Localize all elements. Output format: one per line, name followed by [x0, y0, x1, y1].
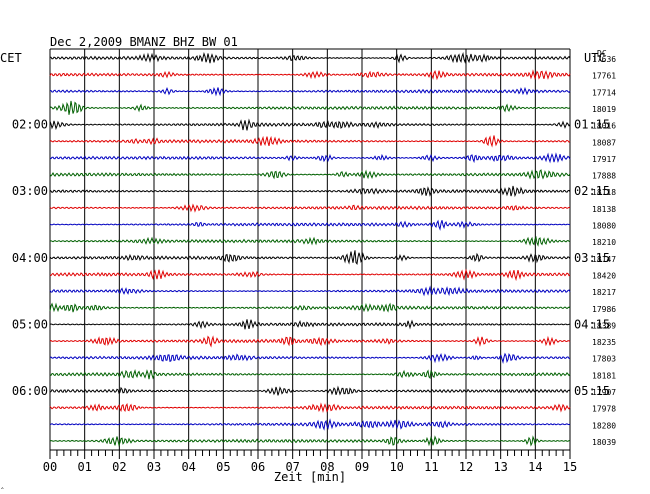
x-tick-label: 01 — [77, 460, 91, 474]
utc-hour-label: 03:15 — [574, 251, 610, 265]
cet-hour-label: 06:00 — [12, 384, 48, 398]
trace-row-7 — [49, 152, 571, 164]
offset-count-label: 18235 — [592, 338, 616, 347]
utc-hour-label: 05:15 — [574, 384, 610, 398]
trace-row-10 — [49, 203, 571, 213]
trace-row-14 — [49, 268, 571, 282]
trace-row-20 — [49, 369, 571, 380]
offset-count-label: 17803 — [592, 355, 616, 364]
trace-row-22 — [49, 402, 571, 413]
hour-label-group: 02:00 01:15 03:00 02:15 04:00 03:15 05:00 04:15… — [12, 118, 610, 398]
trace-row-9 — [49, 185, 571, 198]
offset-count-label: 17888 — [592, 172, 616, 181]
offset-count-group: 17636 17761 17714 18019 18016 18087 17917 17888… — [592, 55, 616, 447]
offset-count-label: 17986 — [592, 305, 616, 314]
offset-count-label: 18080 — [592, 222, 616, 231]
x-tick-label: 07 — [285, 460, 299, 474]
plot-grid — [49, 48, 571, 451]
x-tick-label: 02 — [112, 460, 126, 474]
offset-count-label: 17714 — [592, 88, 616, 97]
trace-row-21 — [49, 385, 571, 396]
trace-row-2 — [49, 69, 571, 81]
utc-hour-label: 02:15 — [574, 184, 610, 198]
offset-count-label: 18280 — [592, 421, 616, 430]
offset-count-label: 17636 — [592, 55, 616, 64]
trace-row-3 — [49, 86, 571, 97]
offset-count-label: 18217 — [592, 288, 616, 297]
cet-hour-label: 02:00 — [12, 118, 48, 132]
x-tick-label: 13 — [493, 460, 507, 474]
trace-row-8 — [49, 169, 571, 180]
cet-hour-label: 05:00 — [12, 317, 48, 331]
trace-row-13 — [49, 250, 571, 266]
cet-hour-label: 04:00 — [12, 251, 48, 265]
cet-zone-label: CET — [0, 51, 22, 65]
offset-count-label: 18019 — [592, 105, 616, 114]
count-unit-label: DC — [597, 49, 607, 58]
trace-row-5 — [49, 118, 571, 131]
x-tick-label: 12 — [459, 460, 473, 474]
x-tick-label: 10 — [389, 460, 403, 474]
trace-row-17 — [49, 319, 571, 330]
offset-count-label: 18138 — [592, 205, 616, 214]
utc-zone-label: UTC — [584, 51, 606, 65]
x-tick-label: 05 — [216, 460, 230, 474]
x-tick-label: 06 — [251, 460, 265, 474]
x-tick-label: 11 — [424, 460, 438, 474]
offset-count-label: 17978 — [592, 405, 616, 414]
x-tick-label: 15 — [563, 460, 577, 474]
x-tick-label: 03 — [147, 460, 161, 474]
offset-count-label: 18118 — [592, 188, 616, 197]
offset-count-label: 18210 — [592, 238, 616, 247]
trace-row-19 — [49, 352, 570, 364]
trace-group — [49, 51, 571, 447]
offset-count-label: 18389 — [592, 321, 616, 330]
trace-row-23 — [49, 418, 571, 431]
utc-hour-label: 01:15 — [574, 118, 610, 132]
x-tick-label: 00 — [43, 460, 57, 474]
trace-row-1 — [49, 51, 571, 64]
corner-mark: ‸ — [1, 480, 4, 489]
trace-row-18 — [49, 335, 571, 348]
trace-row-11 — [49, 219, 571, 231]
x-axis: 00 01 02 03 04 05 06 07 08 09 10 11 12 13 14 15 — [43, 450, 577, 474]
offset-count-label: 18016 — [592, 122, 616, 131]
trace-row-24 — [49, 435, 571, 447]
offset-count-label: 18181 — [592, 371, 616, 380]
offset-count-label: 18087 — [592, 138, 616, 147]
x-axis-label: Zeit [min] — [274, 470, 346, 484]
trace-row-4 — [49, 100, 571, 115]
offset-count-label: 17907 — [592, 388, 616, 397]
utc-hour-label: 04:15 — [574, 317, 610, 331]
cet-hour-label: 03:00 — [12, 184, 48, 198]
trace-row-16 — [49, 302, 571, 313]
offset-count-label: 18147 — [592, 255, 616, 264]
chart-title: Dec 2,2009 BMANZ BHZ BW 01 — [50, 35, 238, 49]
trace-row-12 — [49, 235, 571, 247]
x-tick-label: 04 — [181, 460, 195, 474]
x-tick-label: 09 — [355, 460, 369, 474]
offset-count-label: 18039 — [592, 438, 616, 447]
trace-row-15 — [49, 285, 571, 297]
offset-count-label: 17917 — [592, 155, 616, 164]
offset-count-label: 17761 — [592, 72, 616, 81]
trace-row-6 — [49, 135, 571, 148]
x-tick-label: 08 — [320, 460, 334, 474]
x-tick-label: 14 — [528, 460, 542, 474]
offset-count-label: 18420 — [592, 271, 616, 280]
